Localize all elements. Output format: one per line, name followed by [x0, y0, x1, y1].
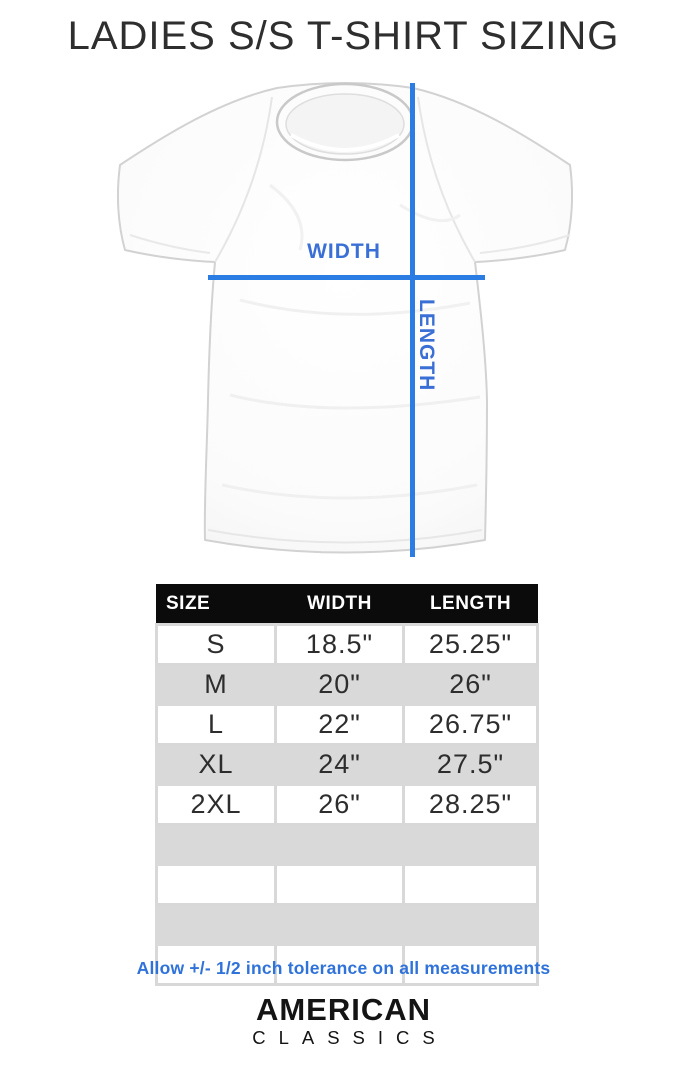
- size-cell: M: [155, 663, 277, 706]
- column-header-width: WIDTH: [275, 584, 404, 625]
- size-cell: XL: [155, 743, 277, 786]
- width-measure-line: [208, 275, 485, 280]
- length-cell: 26.75": [402, 703, 539, 746]
- size-cell: 2XL: [155, 783, 277, 826]
- brand-name: AMERICAN: [255, 992, 432, 1027]
- width-cell: 26": [274, 783, 405, 826]
- table-row-s: S 18.5" 25.25": [155, 623, 539, 666]
- length-measure-line: [410, 83, 415, 557]
- empty-row: [155, 903, 539, 946]
- table-row-l: L 22" 26.75": [155, 703, 539, 746]
- width-cell: 20": [274, 663, 405, 706]
- length-cell: 25.25": [402, 623, 539, 666]
- column-header-length: LENGTH: [403, 584, 538, 625]
- length-cell: 26": [402, 663, 539, 706]
- page-title: LADIES S/S T-SHIRT SIZING: [67, 14, 620, 58]
- empty-row: [155, 943, 539, 986]
- width-axis-label: WIDTH: [307, 240, 381, 263]
- width-cell: 24": [274, 743, 405, 786]
- width-cell: 22": [274, 703, 405, 746]
- length-cell: 27.5": [402, 743, 539, 786]
- brand-subname: CLASSICS: [252, 1027, 448, 1048]
- width-cell: 18.5": [274, 623, 405, 666]
- size-cell: L: [155, 703, 277, 746]
- tshirt-diagram: [70, 65, 630, 575]
- table-row-2xl: 2XL 26" 28.25": [155, 783, 539, 826]
- size-cell: S: [155, 623, 277, 666]
- tshirt-image: [116, 82, 574, 554]
- table-row-m: M 20" 26": [155, 663, 539, 706]
- size-chart-table: SIZE WIDTH LENGTH S 18.5" 25.25" M 20" 2…: [155, 584, 539, 986]
- column-header-size: SIZE: [156, 584, 276, 625]
- table-header-row: SIZE WIDTH LENGTH: [156, 584, 538, 625]
- tolerance-note: Allow +/- 1/2 inch tolerance on all meas…: [136, 958, 551, 978]
- table-row-xl: XL 24" 27.5": [155, 743, 539, 786]
- brand-logo: AMERICAN CLASSICS: [0, 993, 687, 1049]
- length-cell: 28.25": [402, 783, 539, 826]
- empty-row: [155, 863, 539, 906]
- length-axis-label: LENGTH: [415, 299, 438, 392]
- empty-row: [155, 823, 539, 866]
